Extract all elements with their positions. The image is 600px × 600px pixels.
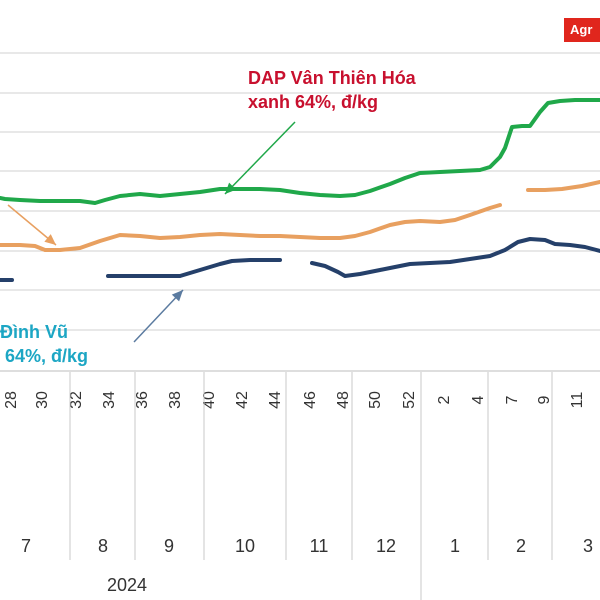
green-annotation-arrow-shaft	[224, 121, 296, 195]
month-label: 9	[164, 536, 174, 556]
month-label: 12	[376, 536, 396, 556]
x-tick-label: 48	[335, 391, 352, 409]
x-tick-label: 30	[34, 391, 51, 409]
x-tick-label: 42	[234, 391, 251, 409]
x-tick-label: 46	[302, 391, 319, 409]
x-tick-label: 40	[201, 391, 218, 409]
navy-annotation-line2: 64%, đ/kg	[0, 346, 89, 366]
navy-series-annotation: Đình Vũ 64%, đ/kg	[0, 320, 88, 368]
month-label: 8	[98, 536, 108, 556]
chart-series	[0, 98, 600, 282]
chart-gridlines	[0, 52, 600, 331]
x-tick-label: 50	[367, 391, 384, 409]
annotation-arrows	[7, 121, 296, 343]
x-tick-label: 34	[101, 391, 118, 409]
orange-annotation-arrow-head	[44, 234, 56, 245]
navy-annotation-arrow-head	[171, 290, 183, 302]
x-tick-label: 38	[167, 391, 184, 409]
x-tick-label: 7	[504, 395, 521, 404]
navy-annotation-line1: Đình Vũ	[0, 322, 68, 342]
x-axis: 28 30 32 34 36 38 40 42 44 46 48 50 52 2 4 7 9 117 8 9 10 11 1…	[0, 370, 600, 600]
series-line-navy	[106, 258, 282, 278]
green-series-annotation: DAP Vân Thiên Hóa xanh 64%, đ/kg	[248, 66, 416, 114]
x-tick-label: 4	[470, 395, 487, 404]
month-label: 2	[516, 536, 526, 556]
month-label: 11	[310, 536, 329, 556]
x-tick-label: 11	[569, 392, 586, 409]
series-line-green	[0, 98, 600, 205]
x-tick-label: 44	[267, 391, 284, 409]
green-annotation-line1: DAP Vân Thiên Hóa	[248, 68, 416, 88]
month-label: 1	[450, 536, 460, 556]
month-label: 3	[583, 536, 593, 556]
series-line-orange	[0, 203, 502, 252]
x-tick-label: 28	[3, 391, 20, 409]
month-label: 7	[21, 536, 31, 556]
x-tick-label: 32	[68, 391, 85, 409]
year-label: 2024	[107, 575, 147, 595]
series-line-navy	[310, 237, 600, 278]
x-tick-label: 2	[436, 395, 453, 404]
x-tick-label: 36	[134, 391, 151, 409]
green-annotation-line2: xanh 64%, đ/kg	[248, 92, 379, 112]
month-label: 10	[235, 536, 255, 556]
navy-annotation-arrow-shaft	[133, 289, 184, 343]
series-line-orange	[526, 180, 600, 192]
source-badge: Agr	[564, 18, 600, 42]
x-tick-label: 52	[401, 391, 418, 409]
x-tick-label: 9	[536, 395, 553, 404]
